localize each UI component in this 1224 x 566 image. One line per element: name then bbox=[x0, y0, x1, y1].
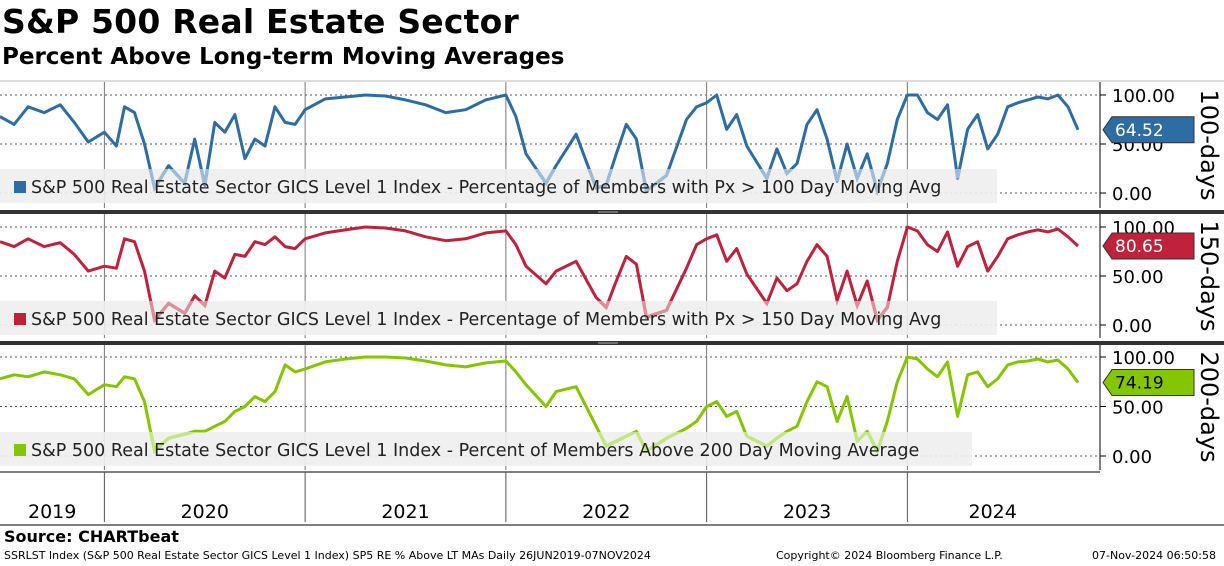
last-value-tag bbox=[1102, 232, 1195, 260]
series-line-faded bbox=[149, 432, 886, 456]
panel-100-days: S&P 500 Real Estate Sector GICS Level 1 … bbox=[0, 82, 1223, 208]
y-tick-label: 0.00 bbox=[1112, 447, 1152, 468]
legend-label: S&P 500 Real Estate Sector GICS Level 1 … bbox=[31, 310, 941, 330]
legend-swatch bbox=[14, 313, 26, 325]
legend-label: S&P 500 Real Estate Sector GICS Level 1 … bbox=[31, 178, 941, 198]
x-tick-label: 2023 bbox=[783, 501, 831, 523]
footer-copyright: Copyright© 2024 Bloomberg Finance L.P. bbox=[776, 549, 1003, 562]
legend-swatch bbox=[14, 181, 26, 193]
x-tick-label: 2020 bbox=[181, 501, 229, 523]
legend-box bbox=[0, 432, 972, 466]
last-value-tag bbox=[1102, 369, 1195, 397]
source-label: Source: CHARTbeat bbox=[4, 527, 179, 546]
series-line-faded bbox=[148, 169, 962, 197]
panel-side-label: 100-days bbox=[1195, 89, 1223, 200]
x-tick-label: 2019 bbox=[28, 501, 76, 523]
legend-box bbox=[0, 169, 997, 203]
footer-ticker: SSRLST Index (S&P 500 Real Estate Sector… bbox=[4, 549, 651, 562]
y-tick-label: 0.00 bbox=[1112, 184, 1152, 205]
last-value-tag bbox=[1102, 116, 1195, 144]
y-tick-label: 50.00 bbox=[1112, 398, 1164, 419]
panel-200-days: S&P 500 Real Estate Sector GICS Level 1 … bbox=[0, 344, 1223, 470]
y-tick-label: 0.00 bbox=[1112, 316, 1152, 337]
series-line-faded bbox=[149, 301, 891, 324]
x-tick-label: 2024 bbox=[969, 501, 1017, 523]
last-value-label: 64.52 bbox=[1115, 121, 1164, 141]
last-value-label: 80.65 bbox=[1115, 237, 1164, 257]
panel-150-days: S&P 500 Real Estate Sector GICS Level 1 … bbox=[0, 214, 1223, 338]
x-tick-label: 2022 bbox=[582, 501, 630, 523]
panel-side-label: 200-days bbox=[1195, 351, 1223, 462]
panel-side-label: 150-days bbox=[1195, 220, 1223, 331]
chart-title: S&P 500 Real Estate Sector bbox=[2, 2, 519, 41]
chart-subtitle: Percent Above Long-term Moving Averages bbox=[2, 44, 565, 70]
y-tick-label: 100.00 bbox=[1112, 86, 1175, 107]
legend-label: S&P 500 Real Estate Sector GICS Level 1 … bbox=[31, 441, 919, 461]
x-tick-label: 2021 bbox=[381, 501, 429, 523]
y-tick-label: 100.00 bbox=[1112, 348, 1175, 369]
last-value-label: 74.19 bbox=[1115, 374, 1164, 394]
footer-timestamp: 07-Nov-2024 06:50:58 bbox=[1092, 549, 1217, 562]
legend-swatch bbox=[14, 444, 26, 456]
y-tick-label: 50.00 bbox=[1112, 267, 1164, 288]
